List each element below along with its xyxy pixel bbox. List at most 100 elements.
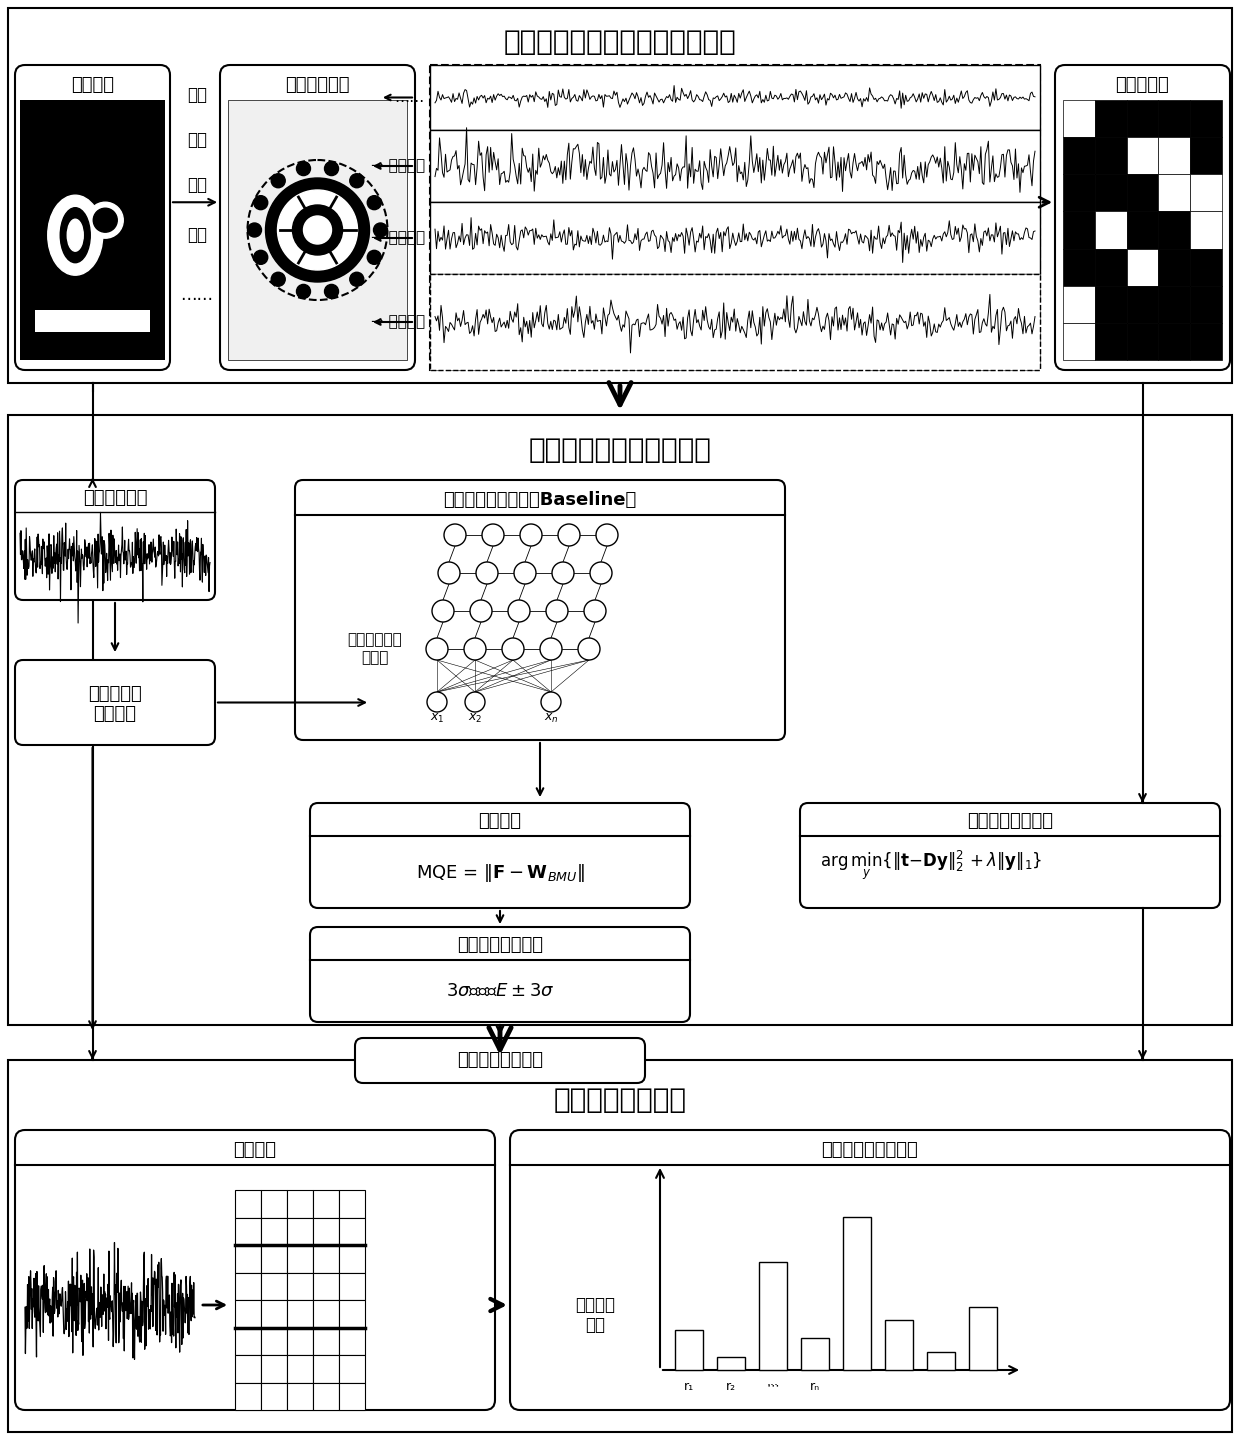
Bar [1190,323,1221,360]
Bar [1095,137,1127,174]
Circle shape [296,161,310,176]
Bar [260,1328,286,1355]
Circle shape [93,209,118,232]
Bar [759,1261,787,1369]
Circle shape [476,562,498,585]
Bar [260,1217,286,1246]
Circle shape [367,196,381,210]
Bar [260,1189,286,1217]
FancyBboxPatch shape [510,1130,1230,1410]
Bar [286,1328,312,1355]
Bar [1063,137,1095,174]
Bar [286,1355,312,1382]
Bar [339,1355,365,1382]
Circle shape [482,524,503,546]
Text: 稀疏编码: 稀疏编码 [233,1140,277,1159]
Text: ···: ··· [768,1380,779,1392]
Bar [339,1273,365,1300]
Circle shape [438,562,460,585]
Text: 故障数据库: 故障数据库 [1116,76,1169,94]
Circle shape [293,204,342,255]
Text: ⋯: ⋯ [766,1380,779,1392]
Bar [1095,99,1127,137]
Text: 载荷: 载荷 [187,226,207,243]
Circle shape [87,202,123,238]
Bar [1063,174,1095,212]
Bar [312,1382,339,1410]
Bar [312,1300,339,1328]
Text: 裂纹指标: 裂纹指标 [479,812,522,829]
Circle shape [296,285,310,298]
Text: 裂纹指标阈值设定: 裂纹指标阈值设定 [458,936,543,953]
Text: 最小残差: 最小残差 [575,1296,615,1313]
Text: $x_n$: $x_n$ [543,711,558,724]
Bar [286,1246,312,1273]
Bar [1158,174,1190,212]
Bar [339,1300,365,1328]
Bar [1063,249,1095,285]
Bar [286,1273,312,1300]
Bar [843,1217,870,1369]
Bar [236,1217,260,1246]
Bar [1158,249,1190,285]
Text: 经网络: 经网络 [361,651,388,665]
Circle shape [590,562,613,585]
Text: 建立涡轮盘裂纹数字孪生数据库: 建立涡轮盘裂纹数字孪生数据库 [503,27,737,56]
FancyBboxPatch shape [15,660,215,744]
Bar [1095,212,1127,249]
Bar [339,1217,365,1246]
Circle shape [470,600,492,622]
Bar [7,1060,1233,1431]
Bar [1063,285,1095,323]
Text: → 榫槽裂纹: → 榫槽裂纹 [371,230,425,245]
Bar [260,1273,286,1300]
FancyBboxPatch shape [219,65,415,370]
Bar [286,1382,312,1410]
Bar [1095,174,1127,212]
Bar [339,1328,365,1355]
Bar [717,1358,745,1369]
Bar [1127,285,1158,323]
Text: 温度: 温度 [187,131,207,148]
Bar [1063,99,1095,137]
Bar [1158,99,1190,137]
Bar [25,330,160,356]
Bar [236,1300,260,1328]
Text: $x_1$: $x_1$ [430,711,444,724]
Bar [312,1189,339,1217]
Bar [286,1189,312,1217]
Text: ……: …… [394,89,425,105]
Bar [286,1217,312,1246]
Bar [1095,323,1127,360]
Bar [236,1382,260,1410]
Circle shape [278,190,357,271]
Text: rₙ: rₙ [810,1380,820,1392]
Bar [1190,174,1221,212]
Circle shape [248,223,262,238]
Text: 原则: 原则 [585,1316,605,1333]
Bar [1190,99,1221,137]
FancyBboxPatch shape [800,804,1220,909]
Bar [968,1308,997,1369]
Ellipse shape [67,219,83,251]
Text: 转速: 转速 [187,86,207,104]
Bar [430,274,1040,370]
Text: 物理实体: 物理实体 [71,76,114,94]
Text: 裂纹定位与尺寸估计: 裂纹定位与尺寸估计 [822,1140,919,1159]
Ellipse shape [61,207,91,262]
Circle shape [596,524,618,546]
Bar [228,99,407,360]
Text: 实测振动信号: 实测振动信号 [83,490,148,507]
Circle shape [444,524,466,546]
Circle shape [558,524,580,546]
Circle shape [578,638,600,660]
Text: 工况: 工况 [187,176,207,194]
Bar [339,1189,365,1217]
FancyBboxPatch shape [310,804,689,909]
FancyBboxPatch shape [310,927,689,1022]
Circle shape [546,600,568,622]
Text: → 轮心裂纹: → 轮心裂纹 [371,158,425,173]
Bar [675,1331,703,1369]
Bar [1190,137,1221,174]
Text: 信号处理与: 信号处理与 [88,685,141,704]
